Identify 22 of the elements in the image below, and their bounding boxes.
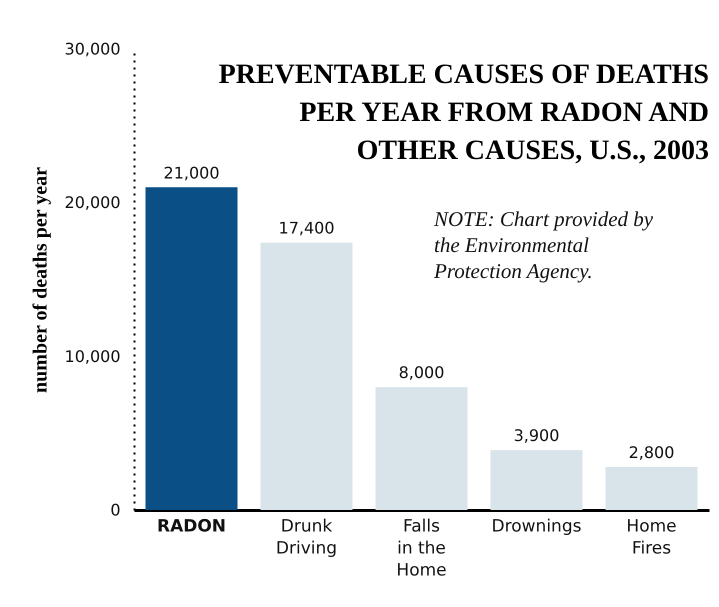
y-axis-title: number of deaths per year bbox=[30, 166, 52, 393]
y-tick-label: 0 bbox=[110, 500, 120, 520]
bar bbox=[606, 466, 698, 510]
annotation: NOTE: Chart provided by the Environmental Protection Agency. bbox=[433, 207, 654, 283]
data-label: 2,800 bbox=[628, 442, 674, 462]
x-tick-label: Home Fires bbox=[626, 516, 677, 558]
y-tick-label: 10,000 bbox=[64, 346, 120, 366]
bar bbox=[146, 187, 238, 510]
data-label: 21,000 bbox=[164, 163, 220, 182]
bar bbox=[490, 450, 582, 510]
bar bbox=[260, 242, 352, 510]
y-tick-label: 30,000 bbox=[64, 40, 120, 58]
x-tick-label: Drunk Driving bbox=[276, 516, 338, 558]
data-label: 8,000 bbox=[398, 363, 444, 382]
x-tick-label: RADON bbox=[156, 516, 226, 536]
data-label: 17,400 bbox=[278, 218, 334, 238]
y-tick-label: 20,000 bbox=[64, 193, 120, 212]
bar bbox=[376, 387, 468, 510]
x-tick-label: Drownings bbox=[492, 516, 582, 536]
x-tick-label: Falls in the Home bbox=[396, 516, 447, 580]
text: PREVENTABLE CAUSES OF DEATHS PER YEAR FROM RADON AND OTHER CAUSES, U.S., 2003 bbox=[218, 59, 709, 166]
data-label: 3,900 bbox=[514, 426, 560, 446]
